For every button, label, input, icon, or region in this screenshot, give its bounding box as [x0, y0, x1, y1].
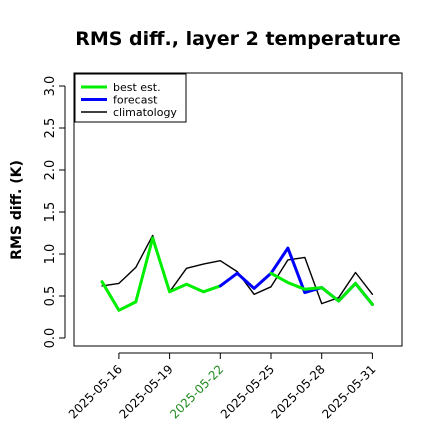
series-line-climatology: [101, 234, 374, 305]
legend-label: climatology: [113, 106, 177, 119]
series-line-best-est: [100, 236, 222, 312]
plot-frame: [73, 72, 403, 347]
series-layer: [100, 234, 374, 312]
x-axis: 2025-05-162025-05-192025-05-222025-05-25…: [66, 352, 379, 421]
y-tick-label: 3.0: [43, 76, 58, 97]
series-line-best-est: [269, 271, 374, 306]
x-tick-label: 2025-05-31: [319, 362, 378, 421]
legend-label: forecast: [113, 94, 158, 107]
y-tick-label: 1.5: [43, 202, 58, 223]
y-axis-label: RMS diff. (K): [9, 160, 25, 260]
y-tick-label: 0.5: [43, 286, 58, 307]
y-tick-label: 2.5: [43, 118, 58, 139]
y-tick-label: 2.0: [43, 160, 58, 181]
y-tick-label: 1.0: [43, 244, 58, 265]
y-tick-label: 0.0: [43, 328, 58, 349]
series-line-forecast: [218, 246, 374, 306]
chart-title: RMS diff., layer 2 temperature: [75, 28, 401, 50]
y-axis: 0.0 0.5 1.0 1.5 2.0 2.5 3.0: [43, 76, 66, 349]
legend-label: best est.: [113, 81, 161, 94]
